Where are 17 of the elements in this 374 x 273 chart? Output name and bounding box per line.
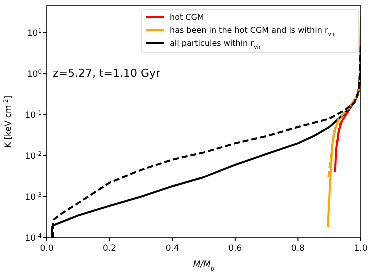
legend-label: has been in the hot CGM and is within r$_{vir}$ bbox=[170, 26, 336, 38]
legend-label: hot CGM bbox=[170, 13, 204, 22]
x-tick-label: 0.0 bbox=[40, 244, 54, 254]
y-tick-label: 10$^{1}$ bbox=[27, 27, 42, 39]
x-tick-label: 1.0 bbox=[354, 244, 368, 254]
y-tick-label: 10$^{-4}$ bbox=[25, 232, 42, 244]
x-tick-label: 0.4 bbox=[166, 244, 180, 254]
y-tick-label: 10$^{-2}$ bbox=[25, 150, 42, 162]
annotation: z=5.27, t=1.10 Gyr bbox=[53, 67, 162, 80]
x-axis-title: M/M$_{b}$ bbox=[193, 260, 215, 272]
x-tick-label: 0.2 bbox=[103, 244, 117, 254]
x-tick-label: 0.8 bbox=[291, 244, 305, 254]
x-tick-label: 0.6 bbox=[228, 244, 242, 254]
legend-label: all particules within r$_{vir}$ bbox=[170, 39, 262, 51]
y-tick-label: 10$^{-1}$ bbox=[25, 109, 42, 121]
y-tick-label: 10$^{-3}$ bbox=[25, 191, 42, 203]
y-tick-label: 10$^{0}$ bbox=[27, 68, 42, 80]
